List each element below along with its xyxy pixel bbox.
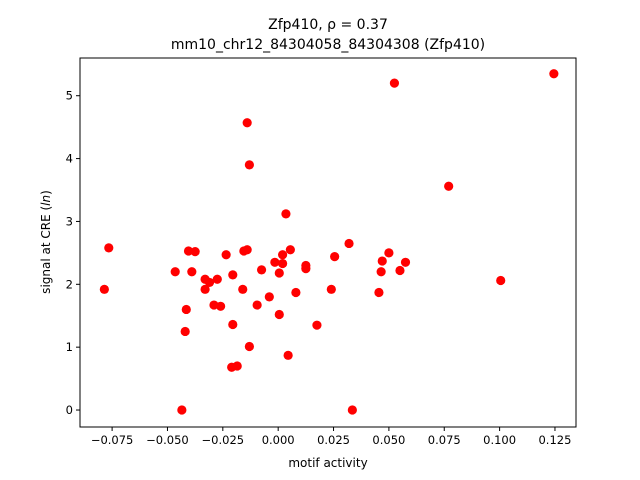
data-point-32 (278, 250, 288, 260)
data-point-18 (228, 319, 238, 330)
chart-title-line-1: Zfp410, ρ = 0.37 (268, 17, 388, 33)
data-point-45 (374, 287, 384, 298)
data-point-29 (270, 257, 280, 267)
data-point-48 (384, 248, 394, 258)
plot-frame (79, 57, 577, 428)
x-tick-label: 0.000 (262, 433, 295, 447)
data-point-6 (183, 246, 194, 256)
x-axis-label: motif activity (288, 456, 367, 470)
y-axis-label: signal at CRE (ln) (39, 190, 53, 294)
x-tick-label: 0.075 (428, 433, 461, 447)
x-tick-label: 0.025 (317, 433, 350, 447)
data-point-44 (347, 405, 357, 415)
data-point-22 (242, 118, 252, 128)
y-tick-label: 3 (66, 214, 73, 228)
data-point-20 (238, 284, 248, 294)
x-tick-label: −0.025 (202, 433, 245, 447)
y-tick-label: 0 (66, 403, 73, 417)
y-tick-label: 2 (66, 277, 73, 291)
x-tick-label: −0.050 (146, 433, 189, 447)
data-point-28 (264, 292, 274, 302)
x-axis-ticks: −0.075 −0.050 −0.025 0.000 0.025 0.050 0.075 0.… (91, 427, 571, 447)
data-point-3 (177, 405, 187, 415)
data-point-40 (312, 320, 322, 330)
data-point-53 (496, 275, 506, 286)
data-point-42 (330, 252, 340, 262)
data-point-54 (549, 69, 559, 79)
data-point-26 (252, 300, 262, 310)
y-tick-label: 1 (66, 340, 73, 354)
y-axis-ticks: 0 1 2 3 4 5 (66, 89, 80, 417)
data-point-5 (181, 304, 191, 315)
data-point-52 (444, 181, 454, 191)
data-point-25 (244, 341, 254, 352)
data-point-14 (216, 301, 226, 311)
data-point-30 (274, 268, 284, 278)
chart-title-line-2: mm10_chr12_84304058_84304308 (Zfp410) (171, 37, 485, 53)
data-point-51 (400, 257, 411, 267)
data-point-1 (104, 243, 114, 253)
data-point-37 (291, 287, 301, 298)
data-point-11 (204, 277, 215, 288)
y-tick-label: 5 (66, 89, 73, 103)
x-tick-label: 0.050 (372, 433, 405, 447)
data-point-41 (326, 284, 336, 294)
x-tick-label: 0.100 (483, 433, 516, 447)
data-point-31 (274, 309, 284, 320)
data-point-47 (377, 256, 387, 266)
data-point-34 (281, 209, 291, 219)
data-point-4 (180, 326, 190, 337)
data-point-43 (344, 238, 354, 249)
data-point-27 (256, 265, 267, 275)
data-point-7 (187, 267, 197, 277)
data-point-24 (244, 160, 254, 170)
data-point-46 (376, 267, 386, 277)
data-point-2 (170, 267, 180, 277)
data-point-17 (228, 270, 238, 280)
data-point-33 (278, 258, 288, 269)
data-point-19 (232, 361, 242, 371)
data-point-35 (283, 350, 293, 360)
x-tick-label: −0.075 (91, 433, 134, 447)
data-point-49 (389, 78, 400, 88)
data-point-23 (242, 245, 252, 255)
y-tick-label: 4 (66, 152, 73, 166)
data-points (99, 69, 559, 415)
data-point-39 (301, 263, 311, 274)
data-point-8 (190, 247, 200, 257)
data-point-50 (395, 265, 405, 276)
data-point-36 (285, 245, 295, 255)
x-tick-label: 0.125 (538, 433, 571, 447)
data-point-15 (221, 250, 231, 260)
data-point-13 (212, 274, 222, 284)
data-point-0 (99, 284, 109, 294)
data-point-10 (200, 284, 210, 294)
